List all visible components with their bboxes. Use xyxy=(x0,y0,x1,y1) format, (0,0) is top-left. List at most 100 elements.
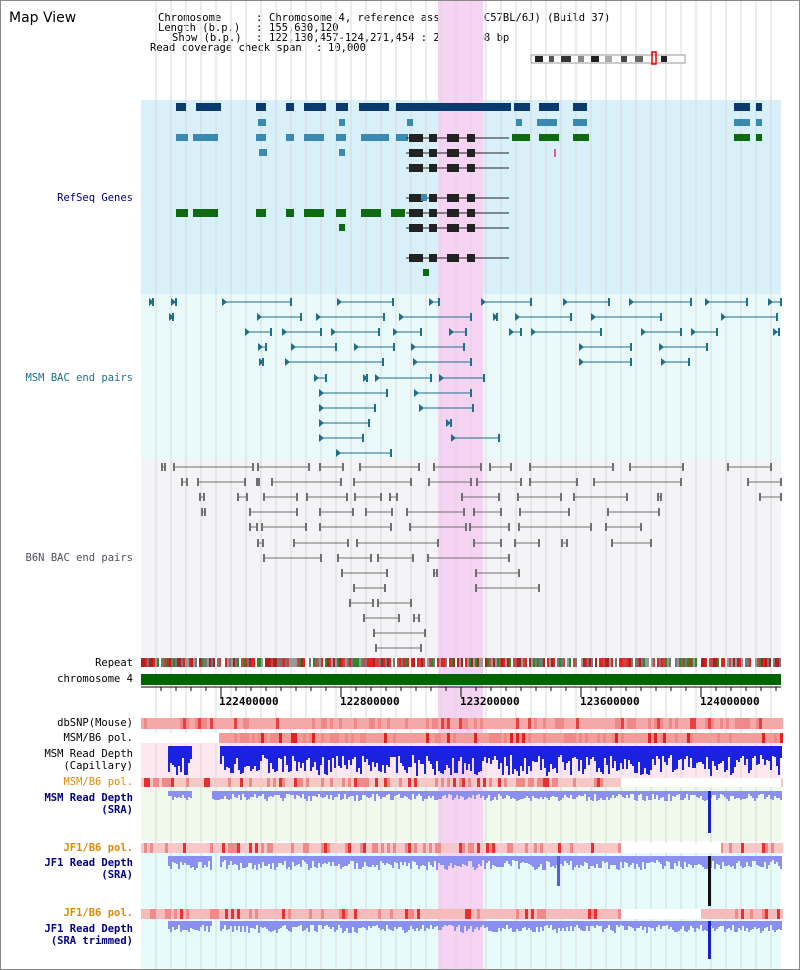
repeat-mark xyxy=(671,658,673,667)
depth-bar xyxy=(236,746,238,758)
depth-bar xyxy=(322,921,324,929)
repeat-mark xyxy=(217,658,219,667)
gene-exon xyxy=(409,164,423,172)
bac-end xyxy=(560,493,562,501)
depth-bar xyxy=(672,791,674,796)
jf1-b6-pol-label-1[interactable]: JF1/B6 pol. xyxy=(63,842,133,854)
depth-bar xyxy=(300,856,302,867)
b6n-bac-label[interactable]: B6N BAC end pairs xyxy=(25,552,133,564)
depth-bar xyxy=(760,791,762,794)
repeat-mark xyxy=(629,658,631,667)
pol-strip xyxy=(555,909,558,919)
pol-strip xyxy=(267,718,270,729)
msm-depth-capillary-label[interactable]: MSM Read Depth xyxy=(44,748,133,760)
depth-bar xyxy=(380,746,382,772)
depth-bar xyxy=(436,791,438,800)
depth-bar xyxy=(428,921,430,929)
depth-bar xyxy=(314,856,316,867)
depth-bar xyxy=(276,746,278,771)
jf1-depth-sra-label[interactable]: JF1 Read Depth xyxy=(44,857,133,869)
jf1-depth-trim-label[interactable]: JF1 Read Depth xyxy=(44,923,133,935)
depth-bar xyxy=(578,746,580,771)
pol-strip xyxy=(381,718,384,729)
depth-bar xyxy=(732,791,734,796)
depth-bar xyxy=(666,746,668,765)
msm-b6-pol-label-2[interactable]: MSM/B6 pol. xyxy=(63,776,133,788)
repeat-mark xyxy=(669,658,671,667)
pol-strip xyxy=(399,778,402,787)
depth-bar xyxy=(674,746,676,770)
repeat-mark xyxy=(297,658,299,667)
msm-depth-sra-label[interactable]: MSM Read Depth xyxy=(44,792,133,804)
depth-bar xyxy=(184,791,186,798)
depth-bar xyxy=(538,856,540,867)
msm-b6-pol-label-1[interactable]: MSM/B6 pol. xyxy=(63,732,133,744)
refseq-label[interactable]: RefSeq Genes xyxy=(57,192,133,204)
repeat-mark xyxy=(727,658,729,667)
depth-bar xyxy=(454,791,456,798)
depth-bar xyxy=(512,746,514,774)
depth-bar xyxy=(464,856,466,865)
repeat-mark xyxy=(225,658,227,667)
depth-bar xyxy=(482,746,484,761)
depth-bar xyxy=(662,746,664,756)
bac-end xyxy=(498,493,500,501)
depth-bar xyxy=(694,746,696,768)
repeat-mark xyxy=(507,658,509,667)
depth-bar xyxy=(642,921,644,930)
depth-bar xyxy=(648,791,650,800)
depth-bar xyxy=(736,921,738,932)
depth-bar xyxy=(340,921,342,928)
depth-bar xyxy=(466,856,468,866)
pol-strip xyxy=(747,733,750,743)
depth-bar xyxy=(444,856,446,869)
pol-strip xyxy=(450,909,453,919)
depth-bar xyxy=(324,921,326,926)
depth-bar xyxy=(780,856,782,869)
depth-bar xyxy=(350,746,352,765)
depth-bar xyxy=(678,856,680,861)
msm-bac-label[interactable]: MSM BAC end pairs xyxy=(25,372,133,384)
pol-strip xyxy=(624,718,627,729)
bac-end xyxy=(520,328,522,336)
jf1-b6-pol-label-2[interactable]: JF1/B6 pol. xyxy=(63,907,133,919)
pol-strip xyxy=(240,909,243,919)
depth-bar xyxy=(438,791,440,799)
pol-strip xyxy=(297,909,300,919)
depth-bar xyxy=(630,791,632,794)
pol-strip xyxy=(255,843,258,853)
gene-exon xyxy=(336,209,346,217)
depth-bar xyxy=(602,791,604,800)
depth-bar xyxy=(764,746,766,765)
gene-exon xyxy=(539,134,559,141)
repeat-mark xyxy=(459,658,461,667)
bac-end xyxy=(496,313,498,321)
pol-strip xyxy=(198,718,201,729)
gene-exon xyxy=(423,269,429,276)
depth-bar xyxy=(434,746,436,775)
pol-strip xyxy=(387,778,390,787)
pol-strip xyxy=(261,733,264,743)
depth-bar xyxy=(684,746,686,759)
depth-bar xyxy=(426,746,428,756)
depth-bar xyxy=(494,856,496,866)
bac-end xyxy=(660,313,662,321)
bac-end xyxy=(380,493,382,501)
depth-bar xyxy=(700,746,702,762)
pol-strip xyxy=(483,843,486,853)
pol-strip xyxy=(741,718,744,729)
pol-strip xyxy=(276,778,279,787)
depth-bar xyxy=(212,791,214,799)
bac-end xyxy=(721,313,726,321)
bac-end xyxy=(320,328,322,336)
pol-strip xyxy=(192,718,195,729)
pol-strip xyxy=(327,718,330,729)
bac-end xyxy=(472,404,474,412)
depth-bar xyxy=(492,791,494,800)
repeat-mark xyxy=(169,658,171,667)
pol-strip xyxy=(618,778,621,787)
depth-bar xyxy=(394,791,396,796)
dbsnp-label[interactable]: dbSNP(Mouse) xyxy=(57,717,133,729)
pol-strip xyxy=(447,778,450,787)
pol-strip xyxy=(657,718,660,729)
